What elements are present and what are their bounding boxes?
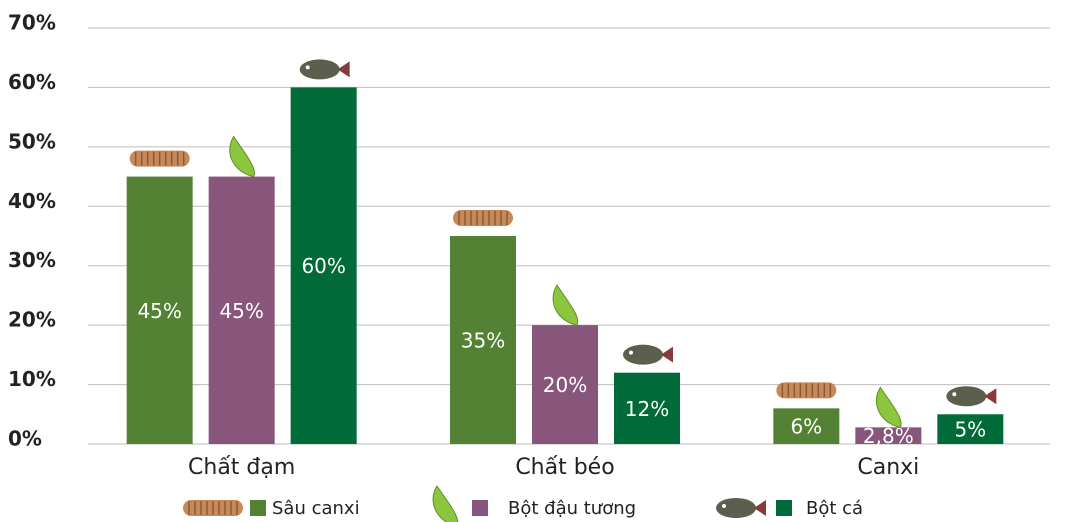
legend-icon (716, 498, 766, 518)
y-tick-label: 50% (8, 129, 56, 153)
legend-icon (183, 500, 243, 516)
y-tick-label: 20% (8, 308, 56, 332)
y-tick-label: 0% (8, 427, 42, 451)
value-label: 2,8% (863, 424, 914, 448)
y-tick-label: 40% (8, 189, 56, 213)
x-tick-label: Canxi (857, 455, 919, 480)
value-label: 35% (461, 329, 505, 353)
legend-swatch (250, 500, 266, 516)
value-label: 6% (790, 415, 822, 439)
icon-part (716, 498, 756, 518)
legend-label: Bột cá (806, 498, 863, 519)
icon-part (875, 386, 902, 428)
legend-label: Bột đậu tương (508, 498, 636, 519)
icon (875, 386, 902, 428)
icon (623, 344, 673, 365)
icon-part (623, 344, 663, 365)
icon-part (432, 485, 459, 522)
x-tick-label: Chất béo (515, 455, 614, 480)
icon (552, 284, 579, 326)
legend-swatch (776, 500, 792, 516)
bar (532, 325, 598, 444)
bar (855, 427, 922, 444)
icon-part (984, 388, 997, 405)
legend-swatch (472, 500, 488, 516)
icon-part (305, 65, 310, 70)
icon (453, 210, 513, 226)
icon-part (229, 135, 255, 178)
icon-part (946, 386, 987, 407)
legend-label: Sâu canxi (272, 498, 360, 519)
icon-part (629, 350, 633, 355)
bar (208, 176, 275, 445)
icon-part (722, 504, 726, 508)
icon (776, 382, 837, 399)
icon (129, 150, 190, 167)
value-label: 12% (625, 397, 669, 421)
bar (290, 87, 357, 444)
icon-part (552, 284, 579, 326)
value-label: 45% (219, 299, 263, 323)
icon-part (661, 346, 673, 363)
bar (773, 408, 840, 444)
icon (946, 386, 997, 407)
bar (126, 176, 193, 445)
icon-part (952, 392, 957, 397)
y-tick-label: 60% (8, 70, 56, 94)
value-label: 45% (137, 299, 181, 323)
icon (229, 135, 255, 178)
bar (937, 414, 1004, 444)
x-tick-label: Chất đạm (188, 455, 295, 480)
bar (450, 236, 516, 444)
value-label: 20% (543, 373, 587, 397)
bar (614, 372, 680, 444)
legend-icon (432, 485, 459, 522)
icon-part (754, 500, 766, 516)
y-tick-label: 70% (8, 11, 56, 35)
value-label: 60% (301, 254, 345, 278)
icon-part (337, 61, 350, 78)
icon (299, 59, 350, 80)
y-tick-label: 10% (8, 367, 56, 391)
value-label: 5% (954, 418, 986, 442)
y-tick-label: 30% (8, 248, 56, 272)
icon-part (299, 59, 340, 80)
